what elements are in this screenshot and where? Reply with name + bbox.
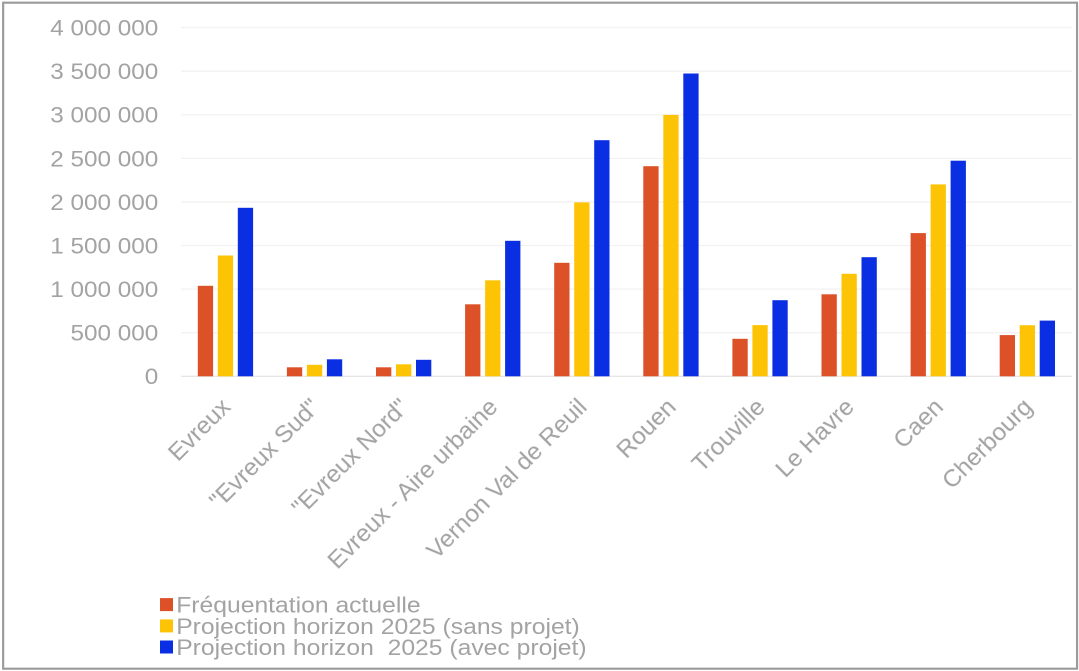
svg-text:0: 0: [145, 364, 159, 389]
svg-text:Projection horizon 2025 (sans: Projection horizon 2025 (sans projet): [176, 615, 580, 640]
svg-text:500 000: 500 000: [71, 321, 159, 346]
svg-text:2 500 000: 2 500 000: [50, 146, 158, 171]
svg-text:2 000 000: 2 000 000: [50, 190, 158, 215]
svg-text:Projection horizon 2025 (avec: Projection horizon 2025 (avec projet): [176, 636, 586, 661]
svg-text:3 500 000: 3 500 000: [50, 59, 158, 84]
svg-text:1 000 000: 1 000 000: [50, 277, 158, 302]
svg-text:1 500 000: 1 500 000: [50, 233, 158, 258]
svg-text:Fréquentation actuelle: Fréquentation actuelle: [176, 594, 420, 619]
svg-text:4 000 000: 4 000 000: [50, 16, 158, 41]
svg-text:3 000 000: 3 000 000: [50, 103, 158, 128]
